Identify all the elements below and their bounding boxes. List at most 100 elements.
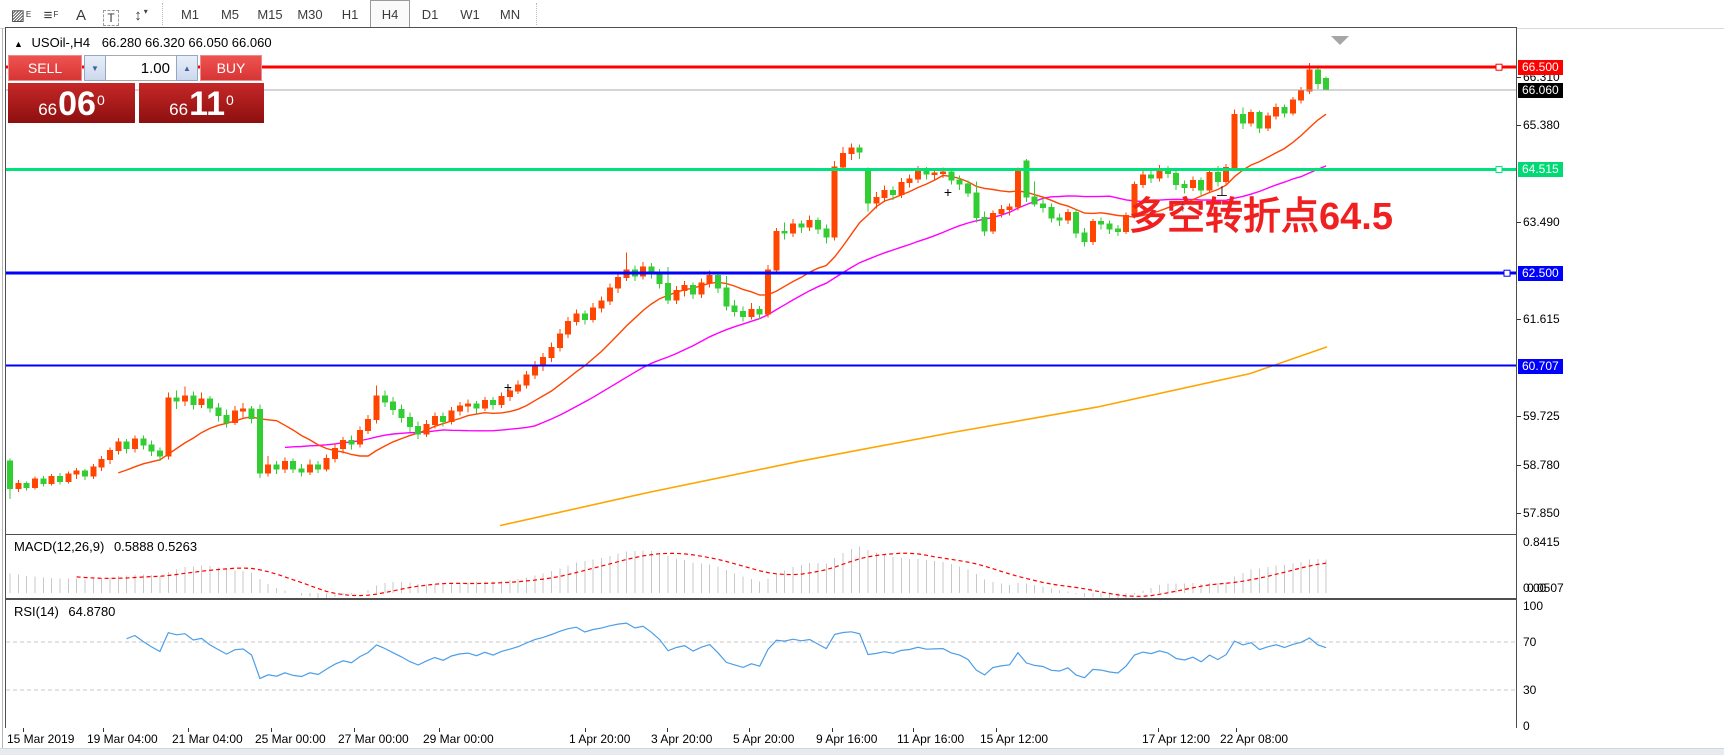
price-level-badge: 64.515 xyxy=(1518,162,1563,178)
time-tick-mark xyxy=(23,728,24,732)
price-tick-label: 57.850 xyxy=(1523,505,1560,520)
buy-button[interactable]: BUY xyxy=(200,55,262,81)
timeframe-button-M1[interactable]: M1 xyxy=(180,6,200,22)
timeframe-button-M30[interactable]: M30 xyxy=(297,6,323,22)
time-axis-label: 22 Apr 08:00 xyxy=(1220,732,1289,746)
text-label-tool-icon[interactable]: T xyxy=(96,2,126,26)
sell-button[interactable]: SELL xyxy=(8,55,82,81)
volume-increase-button[interactable]: ▲ xyxy=(176,55,198,81)
macd-label: MACD(12,26,9) 0.5888 0.5263 xyxy=(14,539,198,554)
price-tick-mark xyxy=(1517,77,1521,78)
price-tick-mark xyxy=(1517,318,1521,320)
time-tick-mark xyxy=(103,728,104,732)
price-level-badge: 62.500 xyxy=(1518,266,1563,282)
time-tick-mark xyxy=(996,728,997,732)
time-tick-mark xyxy=(188,728,189,732)
buy-price-main: 11 xyxy=(189,85,226,123)
time-axis-label: 5 Apr 20:00 xyxy=(733,732,795,746)
volume-input[interactable] xyxy=(106,55,176,81)
svg-text:⊥: ⊥ xyxy=(1216,183,1228,199)
timeframe-button-H4[interactable]: H4 xyxy=(370,0,410,28)
time-axis-label: 3 Apr 20:00 xyxy=(651,732,713,746)
macd-axis-min: 0.0507 xyxy=(1527,581,1564,595)
buy-price-display[interactable]: 66 11 0 xyxy=(139,83,264,123)
time-tick-mark xyxy=(913,728,914,732)
time-axis-label: 17 Apr 12:00 xyxy=(1142,732,1211,746)
sell-price-main: 06 xyxy=(58,85,96,123)
time-tick-mark xyxy=(354,728,355,732)
rsi-axis-label: 100 xyxy=(1523,599,1544,613)
time-tick-mark xyxy=(749,728,750,732)
chinese-annotation-text: 多空转折点64.5 xyxy=(1129,196,1393,238)
arrows-tool-icon[interactable]: ↕ ▾ xyxy=(134,7,148,24)
time-axis-label: 25 Mar 00:00 xyxy=(255,732,326,746)
time-axis-label: 11 Apr 16:00 xyxy=(897,732,965,746)
price-tick-mark xyxy=(1517,464,1521,466)
price-tick-mark xyxy=(1517,416,1521,418)
price-chart-pane: + + ↑ ⊥ ▲ USOil-,H4 66.280 66.320 66.050 66… xyxy=(5,27,1517,535)
time-axis-label: 27 Mar 00:00 xyxy=(338,732,409,746)
timeframe-button-W1[interactable]: W1 xyxy=(460,6,480,22)
toolbar-separator xyxy=(536,3,538,25)
macd-axis-zero: 0.00 xyxy=(1523,581,1547,595)
price-tick-mark xyxy=(1517,512,1521,514)
sell-price-display[interactable]: 66 06 0 xyxy=(8,83,135,123)
svg-text:↑: ↑ xyxy=(1180,198,1187,214)
timeframe-button-M5[interactable]: M5 xyxy=(220,6,240,22)
rsi-chart xyxy=(6,622,1516,691)
buy-price-prefix: 66 xyxy=(169,100,189,119)
time-tick-mark xyxy=(271,728,272,732)
sell-price-sup: 0 xyxy=(96,92,105,108)
price-level-badge: 60.707 xyxy=(1518,358,1563,374)
time-axis-label: 1 Apr 20:00 xyxy=(569,732,631,746)
time-axis-label: 29 Mar 00:00 xyxy=(423,732,494,746)
toolbar-separator xyxy=(162,3,164,25)
timeframe-button-M15[interactable]: M15 xyxy=(257,6,283,22)
window-edge-line xyxy=(2,28,3,748)
volume-decrease-button[interactable]: ▼ xyxy=(84,55,106,81)
price-tick-mark xyxy=(1517,222,1521,224)
status-strip xyxy=(0,748,1724,755)
rsi-indicator-pane: RSI(14) 64.8780 xyxy=(5,599,1517,729)
macd-axis-max: 0.8415 xyxy=(1523,535,1560,549)
macd-indicator-pane: MACD(12,26,9) 0.5888 0.5263 xyxy=(5,534,1517,599)
fibonacci-tool-icon[interactable]: ≡ F xyxy=(43,7,59,24)
price-axis[interactable]: 66.310 65.380 63.490 61.615 59.725 58.780 57.8… xyxy=(1517,27,1724,748)
timeframe-button-H1[interactable]: H1 xyxy=(341,6,359,22)
price-level-badge: 66.060 xyxy=(1518,82,1563,98)
text-tool-icon[interactable]: A xyxy=(75,7,86,24)
chart-title: ▲ USOil-,H4 66.280 66.320 66.050 66.060 xyxy=(14,35,272,50)
time-axis-label: 21 Mar 04:00 xyxy=(172,732,243,746)
crayon-pattern-tool-icon[interactable]: ▨ E xyxy=(10,7,32,24)
candlestick-chart: + + ↑ ⊥ xyxy=(6,36,1516,527)
time-tick-mark xyxy=(1236,728,1237,732)
svg-text:+: + xyxy=(504,379,512,395)
time-tick-mark xyxy=(439,728,440,732)
symbol-period-label: USOil-,H4 xyxy=(31,35,91,50)
time-axis[interactable]: 15 Mar 2019 19 Mar 04:00 21 Mar 04:00 25 Ma… xyxy=(5,728,1517,748)
collapse-icon[interactable]: ▲ xyxy=(14,39,23,49)
price-tick-label: 58.780 xyxy=(1523,457,1560,472)
price-tick-label: 63.490 xyxy=(1523,215,1560,230)
timeframe-button-MN[interactable]: MN xyxy=(499,6,521,22)
volume-spinner: ▼ ▲ xyxy=(84,55,198,81)
time-tick-mark xyxy=(585,728,586,732)
svg-text:+: + xyxy=(944,184,952,200)
price-tick-mark xyxy=(1517,124,1521,126)
timeframe-button-D1[interactable]: D1 xyxy=(421,6,439,22)
time-axis-label: 19 Mar 04:00 xyxy=(87,732,158,746)
rsi-axis-label: 0 xyxy=(1523,719,1530,733)
price-level-badge: 66.500 xyxy=(1518,60,1563,76)
time-tick-mark xyxy=(667,728,668,732)
rsi-axis-label: 70 xyxy=(1523,635,1537,649)
rsi-label: RSI(14) 64.8780 xyxy=(14,604,116,619)
price-tick-label: 59.725 xyxy=(1523,409,1560,424)
time-axis-label: 15 Apr 12:00 xyxy=(980,732,1049,746)
drawing-tools-group: ▨ E ≡ F A T ↕ ▾ xyxy=(6,2,156,26)
time-axis-label: 15 Mar 2019 xyxy=(7,732,75,746)
rsi-axis-label: 30 xyxy=(1523,683,1537,697)
macd-chart xyxy=(9,546,1327,598)
price-tick-label: 61.615 xyxy=(1523,311,1560,326)
